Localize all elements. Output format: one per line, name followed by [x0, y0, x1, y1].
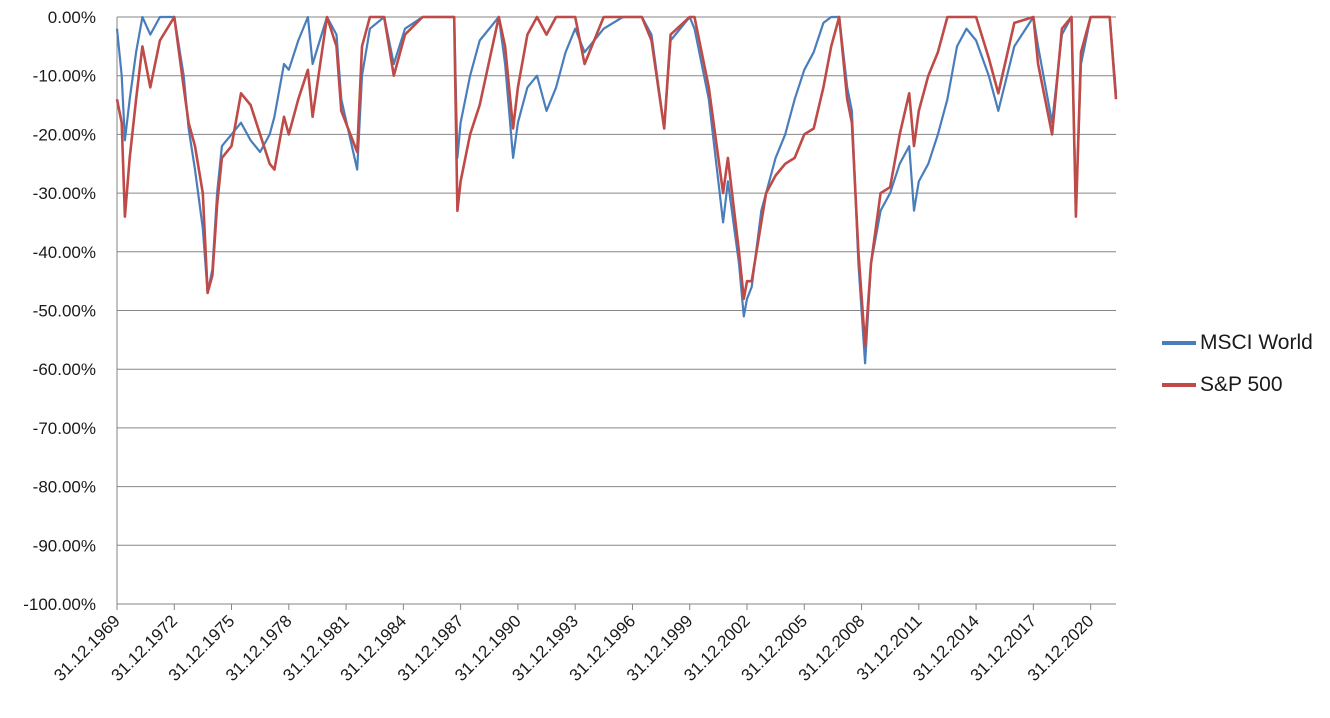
legend-item-sp500: S&P 500 [1162, 364, 1313, 406]
y-tick-label: -80.00% [33, 478, 96, 497]
y-tick-label: -10.00% [33, 67, 96, 86]
y-tick-label: 0.00% [48, 8, 96, 27]
y-tick-label: -30.00% [33, 184, 96, 203]
axes [116, 17, 1116, 605]
y-tick-label: -90.00% [33, 536, 96, 555]
y-tick-label: -40.00% [33, 243, 96, 262]
y-tick-label: -20.00% [33, 125, 96, 144]
legend-swatch-sp500 [1162, 383, 1196, 387]
legend-item-msci-world: MSCI World [1162, 322, 1313, 364]
gridlines [117, 16, 1116, 546]
series-line-msci-world [115, 15, 1118, 365]
y-tick-label: -70.00% [33, 419, 96, 438]
series-line-sp500 [115, 15, 1118, 347]
legend-label-msci-world: MSCI World [1200, 331, 1313, 354]
y-tick-label: -50.00% [33, 302, 96, 321]
y-tick-label: -100.00% [23, 595, 96, 614]
legend-label-sp500: S&P 500 [1200, 373, 1283, 396]
series-lines [115, 15, 1118, 365]
y-tick-label: -60.00% [33, 360, 96, 379]
legend-swatch-msci-world [1162, 341, 1196, 345]
y-tick-labels: 0.00% -10.00% -20.00% -30.00% -40.00% -50.00%… [23, 8, 96, 614]
x-tick-labels: 31.12.196931.12.197231.12.197531.12.1978… [50, 604, 1097, 685]
legend: MSCI World S&P 500 [1162, 322, 1313, 406]
